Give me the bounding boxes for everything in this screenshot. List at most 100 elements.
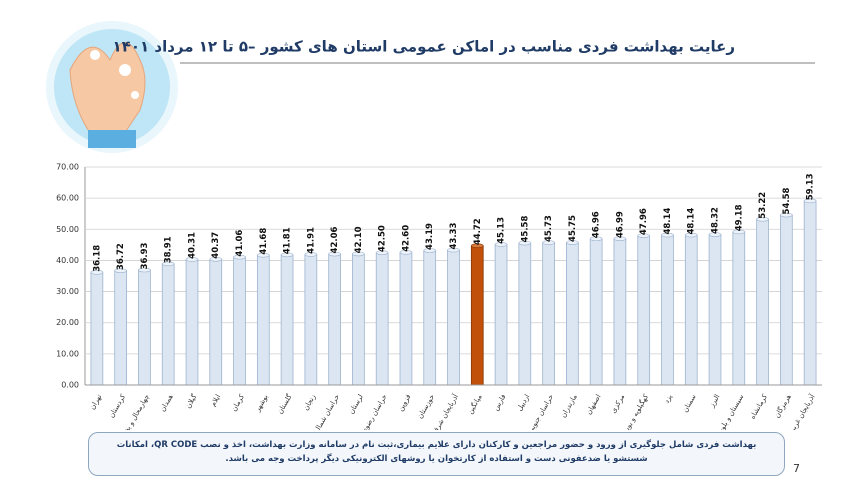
value-label: 36.93: [140, 242, 150, 269]
bar-cap: [518, 240, 532, 246]
value-label: 49.18: [734, 204, 744, 231]
y-tick-label: 60.00: [56, 194, 79, 203]
bar: [542, 242, 555, 386]
bar-cap: [542, 240, 555, 245]
value-label: 40.37: [211, 232, 221, 259]
bar-cap: [185, 257, 199, 262]
bar-cap: [447, 247, 460, 253]
bar: [399, 251, 413, 386]
x-tick-label: تهران: [88, 393, 103, 411]
value-label: 41.68: [259, 228, 269, 255]
value-label: 42.60: [401, 225, 411, 252]
bar-cap: [661, 232, 674, 238]
y-tick-label: 40.00: [56, 256, 79, 265]
x-tick-label: یزد: [663, 393, 674, 405]
value-label: 41.81: [283, 227, 293, 254]
value-label: 48.14: [663, 208, 673, 235]
bar-cap: [280, 252, 294, 258]
value-label: 45.75: [568, 215, 578, 242]
x-tick-label: خراسان رضوی: [360, 393, 389, 430]
bar: [138, 269, 151, 386]
page-number: 7: [793, 462, 800, 475]
value-label: 42.50: [378, 225, 388, 252]
bar: [589, 238, 603, 386]
value-label: 46.99: [615, 211, 625, 238]
handwash-icon: [46, 21, 178, 153]
bar-cap: [708, 232, 722, 237]
bar-cap: [471, 243, 484, 249]
bar-cap: [304, 252, 318, 257]
bar-cap: [161, 261, 175, 267]
x-tick-label: فارس: [492, 393, 508, 412]
x-tick-label: گیلان: [183, 392, 199, 410]
bar: [518, 242, 532, 386]
bar-cap: [138, 267, 151, 273]
bar-cap: [328, 251, 341, 257]
bar-cap: [684, 232, 698, 238]
value-label: 48.32: [711, 207, 721, 234]
bar-cap: [803, 198, 817, 204]
x-tick-label: اصفهان: [585, 393, 603, 416]
bar: [304, 254, 318, 386]
bar: [352, 253, 365, 386]
bar-cap: [209, 256, 223, 262]
value-label: 42.10: [354, 226, 364, 253]
x-tick-label: اردبیل: [515, 393, 531, 412]
y-tick-label: 70.00: [56, 163, 79, 172]
value-label: 42.06: [330, 226, 340, 253]
bar: [566, 242, 579, 386]
bar-cap: [352, 251, 365, 257]
bar: [375, 252, 389, 386]
value-label: 54.58: [782, 187, 792, 214]
bar-cap: [566, 240, 579, 245]
bar-cap: [399, 250, 413, 255]
value-label: 46.96: [592, 211, 602, 238]
bar: [280, 254, 294, 386]
value-label: 36.72: [116, 243, 126, 270]
x-tick-label: لرستان: [347, 393, 365, 415]
bar: [661, 234, 674, 386]
x-tick-label: خوزستان: [416, 393, 436, 420]
x-tick-label: قزوین: [397, 393, 413, 412]
bar-cap: [780, 212, 793, 218]
y-tick-label: 20.00: [56, 318, 79, 327]
x-tick-label: سمنان: [681, 393, 698, 414]
value-label: 45.13: [497, 217, 507, 244]
value-label: 45.73: [544, 215, 554, 242]
bar: [494, 244, 508, 386]
bar: [470, 245, 484, 386]
bar: [161, 263, 175, 386]
x-tick-label: بوشهر: [253, 393, 270, 414]
chart: رعایت بهداشت فردی مناسب در اماکن عمومی ا…: [46, 21, 822, 430]
x-tick-label: ایلام: [209, 393, 222, 408]
bar: [90, 271, 104, 386]
bar-cap: [637, 233, 650, 238]
value-label: 48.14: [687, 208, 697, 235]
y-tick-label: 50.00: [56, 225, 79, 234]
value-label: 44.72: [473, 218, 483, 245]
value-label: 38.91: [164, 236, 174, 263]
value-label: 41.91: [306, 227, 316, 254]
bar: [756, 218, 769, 386]
footnote: بهداشت فردی شامل جلوگیری از ورود و حضور …: [88, 432, 785, 476]
value-label: 43.19: [425, 223, 435, 250]
bar: [637, 235, 651, 386]
value-label: 36.18: [92, 245, 102, 272]
bar: [613, 238, 627, 386]
bar-cap: [233, 254, 246, 260]
y-tick-label: 30.00: [56, 287, 79, 296]
bar: [779, 214, 793, 386]
x-tick-label: خراسان جنوبی: [526, 393, 555, 430]
value-label: 43.33: [449, 223, 459, 250]
bar: [185, 259, 199, 386]
bar: [708, 234, 722, 386]
bar-cap: [257, 252, 270, 258]
bar: [447, 249, 460, 386]
x-tick-label: گلستان: [275, 392, 294, 416]
bar: [684, 234, 698, 386]
bar: [209, 258, 223, 386]
value-label: 40.31: [187, 232, 197, 259]
x-tick-label: هرمزگان: [772, 392, 793, 419]
bar-cap: [732, 229, 746, 235]
